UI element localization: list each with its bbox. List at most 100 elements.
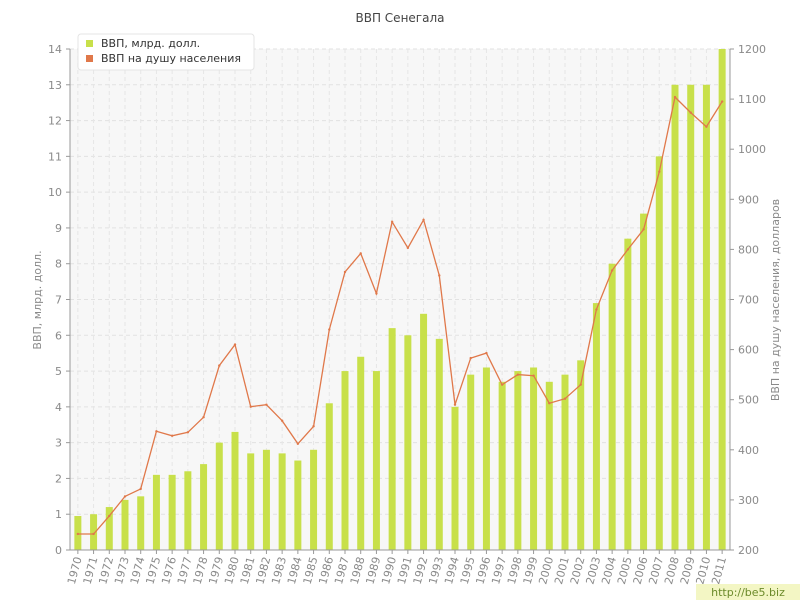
watermark-text: http://be5.biz [711,586,785,599]
right-tick-label: 400 [738,444,759,457]
right-tick-label: 500 [738,394,759,407]
bar-gdp [121,499,129,550]
point-gdp-per-capita [485,351,488,355]
bar-gdp [420,313,428,550]
right-tick-label: 300 [738,494,759,507]
left-tick-label: 4 [55,401,62,414]
right-tick-label: 1200 [738,43,766,56]
bar-gdp [655,156,663,550]
bar-gdp [545,381,553,550]
point-gdp-per-capita [280,419,284,422]
bar-gdp [671,84,679,551]
point-gdp-per-capita [720,100,724,103]
point-gdp-per-capita [642,228,645,231]
left-tick-label: 7 [55,294,62,307]
point-gdp-per-capita [92,532,95,536]
bar-gdp [278,453,286,550]
right-tick-label: 600 [738,344,759,357]
bar-gdp [231,431,239,550]
chart-title: ВВП Сенегала [356,11,445,25]
bar-gdp [467,374,475,550]
point-gdp-per-capita [406,246,410,250]
right-tick-label: 1100 [738,93,766,106]
bar-gdp [294,460,302,550]
point-gdp-per-capita [390,220,394,224]
right-tick-label: 200 [738,544,759,557]
bar-gdp [435,338,443,550]
legend-swatch-gdp-per-capita [86,55,93,62]
point-gdp-per-capita [658,170,661,173]
bar-gdp [482,367,490,550]
point-gdp-per-capita [139,487,142,491]
point-gdp-per-capita [233,343,237,346]
point-gdp-per-capita [202,416,205,419]
bar-gdp [451,406,459,550]
left-tick-label: 10 [48,186,62,199]
point-gdp-per-capita [343,270,347,274]
bar-gdp [325,403,333,550]
bar-gdp [137,496,145,550]
bar-gdp [577,360,585,550]
point-gdp-per-capita [579,383,582,386]
bar-gdp [341,371,349,550]
point-gdp-per-capita [673,95,677,99]
point-gdp-per-capita [689,111,692,114]
bar-gdp [702,84,710,551]
point-gdp-per-capita [375,292,378,295]
point-gdp-per-capita [500,383,504,386]
bar-gdp [310,449,318,550]
legend-label-gdp-per-capita: ВВП на душу населения [101,52,241,65]
bar-gdp [247,453,255,550]
bar-gdp [372,371,380,550]
left-tick-label: 11 [48,150,62,163]
point-gdp-per-capita [705,125,708,128]
bar-gdp [168,474,176,550]
left-tick-label: 3 [55,437,62,450]
bar-gdp [530,367,538,550]
point-gdp-per-capita [516,373,520,376]
point-gdp-per-capita [626,248,630,251]
point-gdp-per-capita [312,425,315,428]
legend-label-gdp: ВВП, млрд. долл. [101,37,200,50]
bar-gdp [90,514,98,550]
point-gdp-per-capita [108,514,111,518]
legend-box [77,33,255,71]
bar-gdp [498,381,506,550]
bar-gdp [357,356,365,550]
bar-gdp [687,84,695,551]
watermark: http://be5.biz [696,584,800,600]
point-gdp-per-capita [469,356,472,360]
bar-gdp [215,442,223,550]
point-gdp-per-capita [532,374,535,377]
bar-gdp [640,213,648,550]
bar-gdp [592,303,600,550]
bar-gdp [514,371,522,550]
bar-gdp [105,507,113,550]
bar-gdp [404,335,412,550]
bar-gdp [184,471,192,550]
point-gdp-per-capita [438,274,441,277]
point-gdp-per-capita [453,403,457,406]
right-tick-label: 1000 [738,143,766,156]
line-layer [76,95,724,536]
legend: ВВП, млрд. долл. ВВП на душу населения [77,33,255,71]
right-tick-label: 900 [738,193,759,206]
bar-gdp [200,464,208,550]
point-gdp-per-capita [610,269,614,272]
right-tick-label: 700 [738,294,759,307]
point-gdp-per-capita [296,442,300,445]
bar-gdp [718,49,726,550]
left-tick-label: 0 [55,544,62,557]
point-gdp-per-capita [76,532,80,536]
point-gdp-per-capita [170,434,174,437]
left-tick-label: 8 [55,258,62,271]
point-gdp-per-capita [186,431,190,434]
point-gdp-per-capita [123,495,127,498]
point-gdp-per-capita [328,328,331,331]
point-gdp-per-capita [548,402,551,405]
left-tick-label: 9 [55,222,62,235]
point-gdp-per-capita [359,252,362,255]
point-gdp-per-capita [563,397,567,400]
